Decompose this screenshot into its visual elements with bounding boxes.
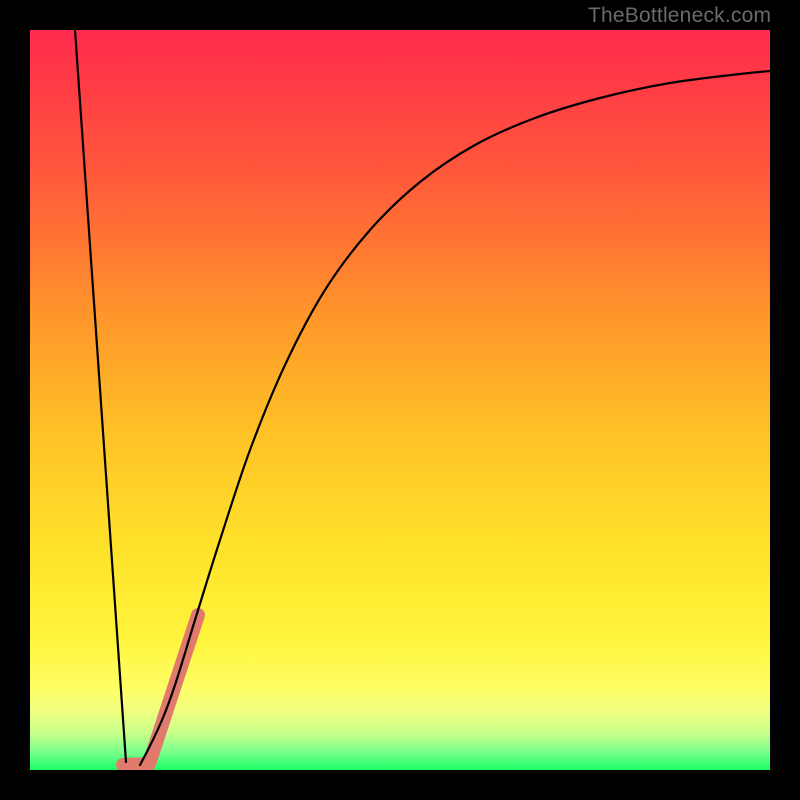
chart-svg bbox=[0, 0, 800, 800]
chart-frame: TheBottleneck.com bbox=[0, 0, 800, 800]
plot-area bbox=[30, 30, 770, 770]
gradient-background bbox=[30, 30, 770, 770]
watermark-text: TheBottleneck.com bbox=[588, 4, 771, 28]
